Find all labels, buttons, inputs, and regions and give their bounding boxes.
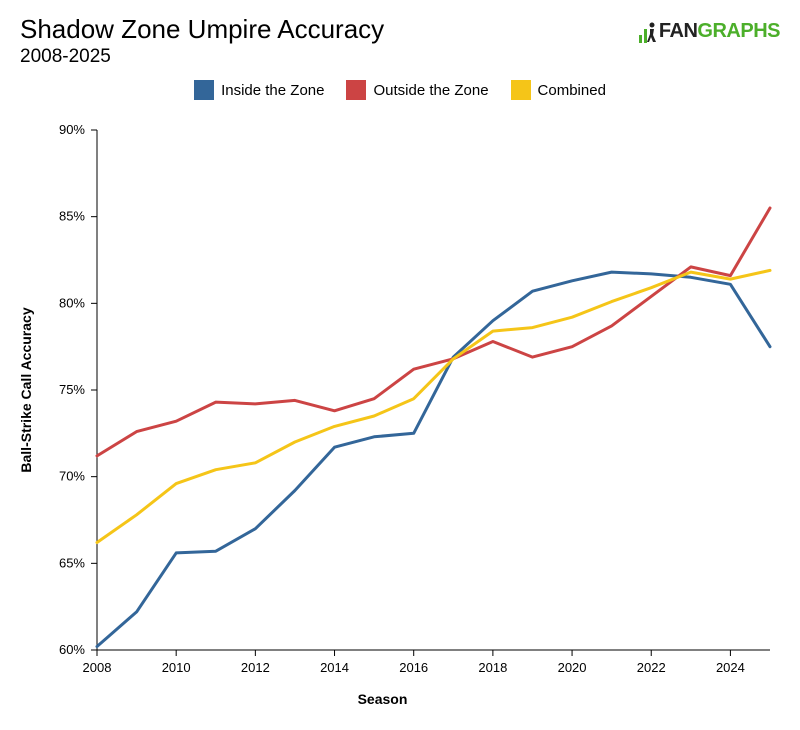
legend-item-outside: Outside the Zone xyxy=(346,80,489,100)
legend-item-inside: Inside the Zone xyxy=(194,80,324,100)
x-tick-label: 2016 xyxy=(399,660,428,675)
y-axis-title: Ball-Strike Call Accuracy xyxy=(18,307,34,472)
legend-swatch-inside xyxy=(194,80,215,100)
y-tick-label: 75% xyxy=(59,382,85,397)
series-line-inside-the-zone xyxy=(95,270,772,648)
chart-legend: Inside the Zone Outside the Zone Combine… xyxy=(0,80,800,100)
x-tick-label: 2010 xyxy=(162,660,191,675)
y-tick-label: 85% xyxy=(59,209,85,224)
legend-swatch-outside xyxy=(346,80,367,100)
x-axis-title: Season xyxy=(358,691,408,707)
x-tick-label: 2008 xyxy=(83,660,112,675)
series-line-combined xyxy=(95,268,772,544)
legend-label-combined: Combined xyxy=(537,81,606,99)
legend-label-outside: Outside the Zone xyxy=(373,81,489,99)
legend-item-combined: Combined xyxy=(510,80,606,100)
y-tick-label: 65% xyxy=(59,555,85,570)
series-line-outside-the-zone xyxy=(95,206,772,458)
fangraphs-logo-icon xyxy=(638,22,656,43)
logo-text-fan: FAN xyxy=(658,20,698,42)
chart-subtitle: 2008-2025 xyxy=(20,46,111,67)
x-tick-label: 2014 xyxy=(320,660,349,675)
y-tick-label: 90% xyxy=(59,122,85,137)
x-tick-label: 2022 xyxy=(637,660,666,675)
y-tick-label: 60% xyxy=(59,642,85,657)
legend-swatch-combined xyxy=(510,80,531,100)
x-tick-label: 2012 xyxy=(241,660,270,675)
x-tick-label: 2018 xyxy=(478,660,507,675)
x-tick-label: 2020 xyxy=(558,660,587,675)
y-tick-label: 70% xyxy=(59,469,85,484)
y-tick-label: 80% xyxy=(59,295,85,310)
legend-label-inside: Inside the Zone xyxy=(221,81,325,99)
x-tick-label: 2024 xyxy=(716,660,745,675)
fangraphs-logo: FAN GRAPHS xyxy=(638,20,780,43)
logo-text-graphs: GRAPHS xyxy=(697,20,780,42)
chart-title: Shadow Zone Umpire Accuracy xyxy=(20,14,385,44)
